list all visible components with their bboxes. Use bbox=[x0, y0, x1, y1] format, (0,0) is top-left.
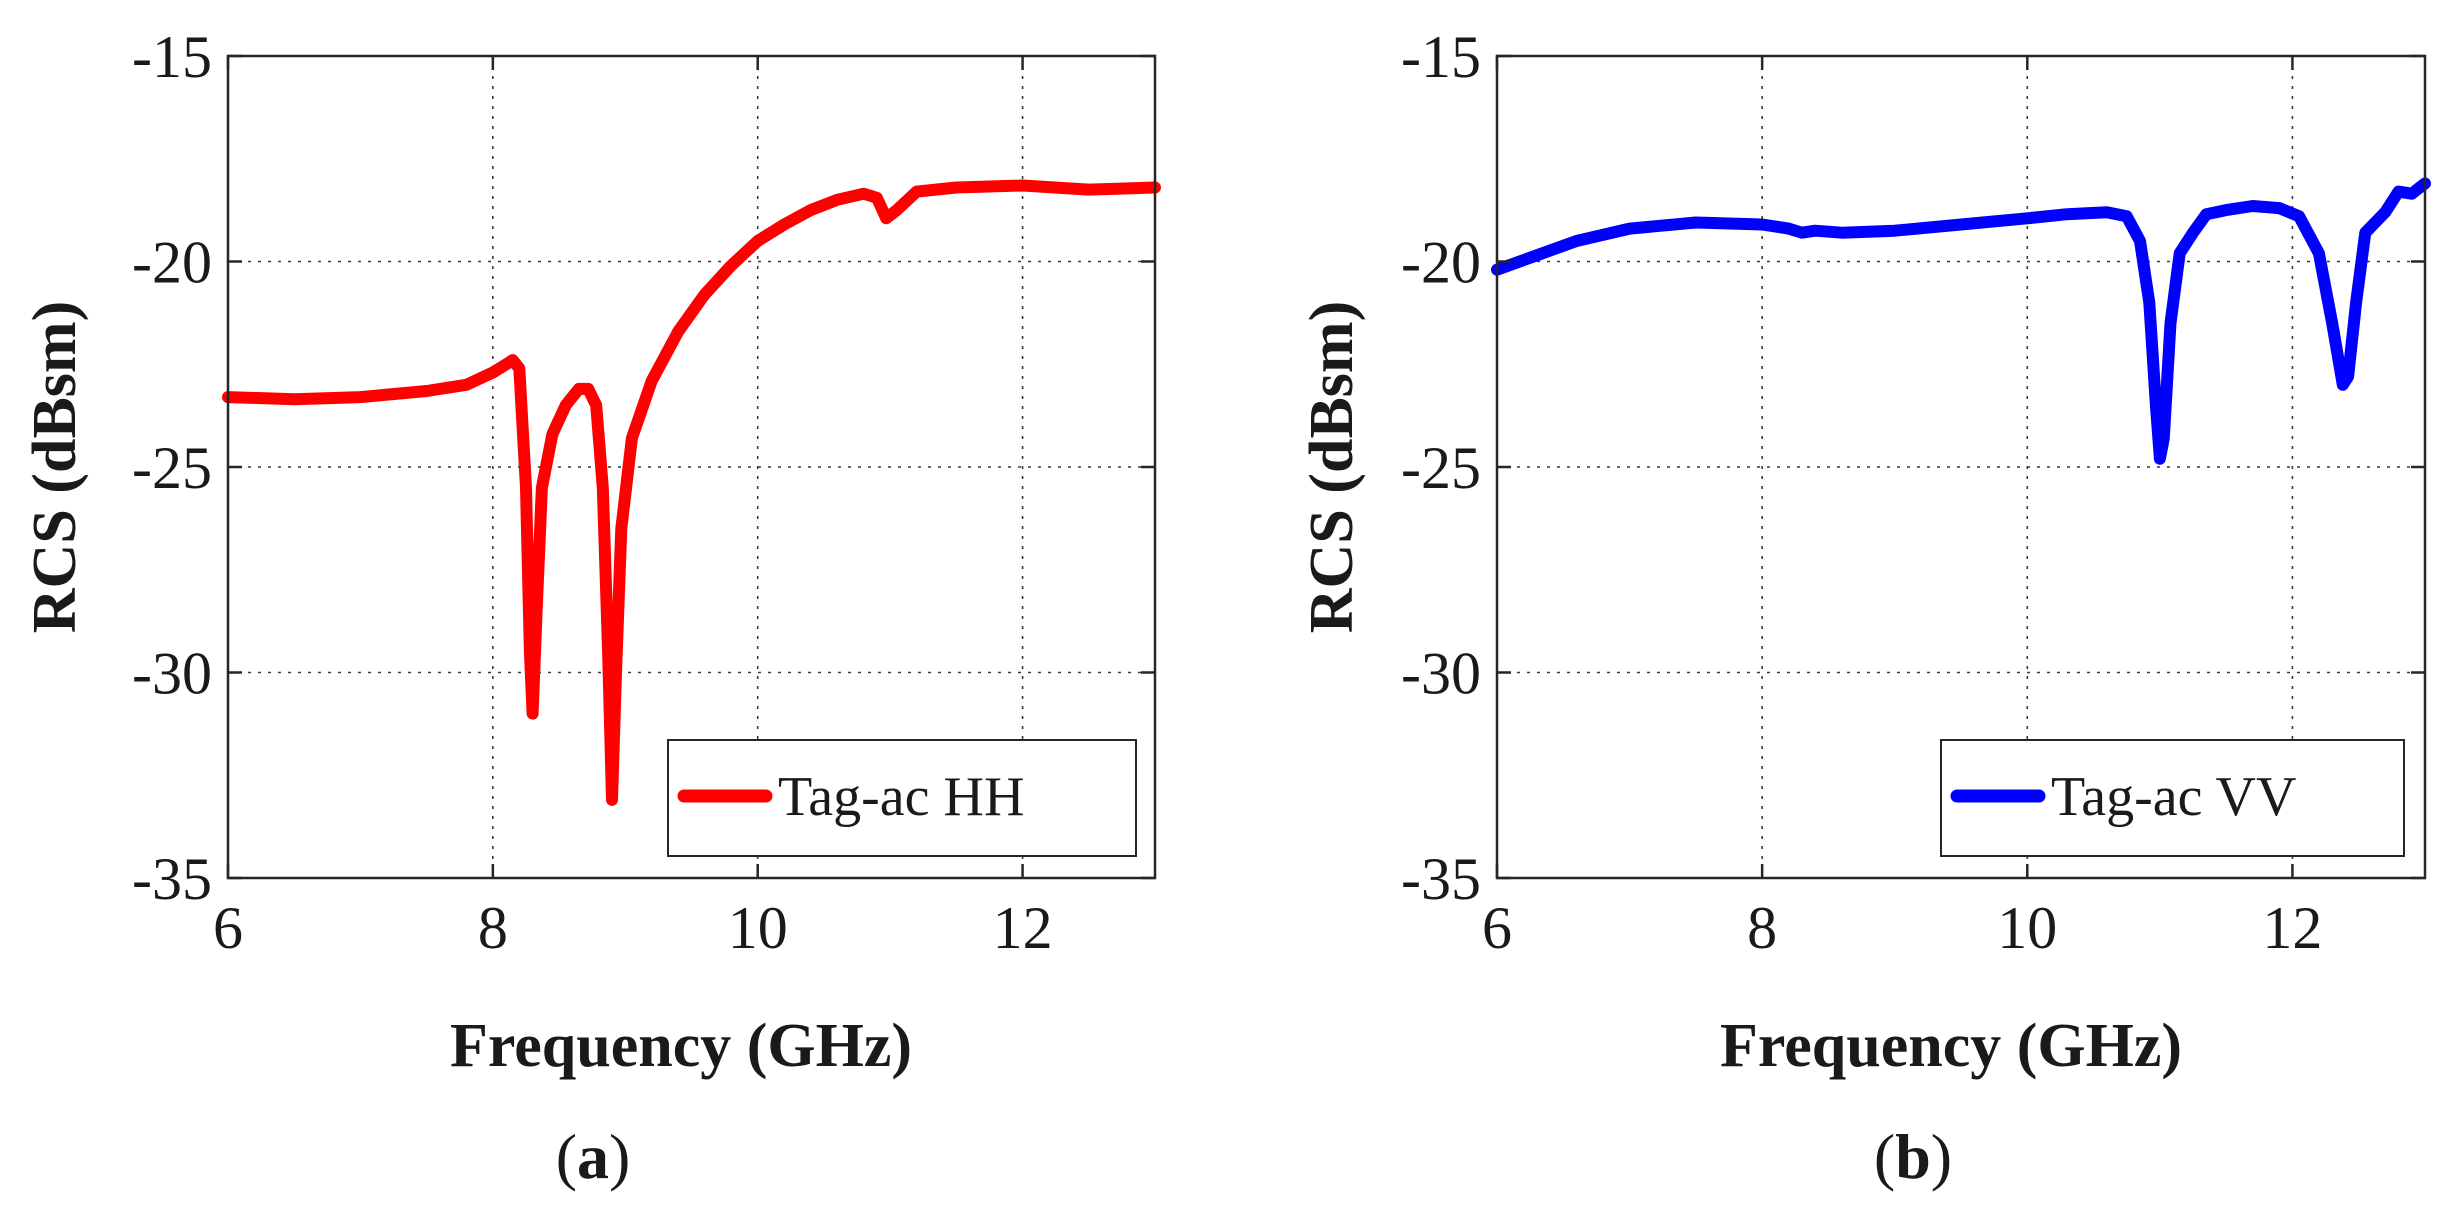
y-axis-label: RCS (dBsm) bbox=[1298, 301, 1366, 633]
x-tick-label: 6 bbox=[1482, 895, 1512, 961]
series-layer bbox=[222, 179, 1161, 806]
x-axis-label: Frequency (GHz) bbox=[450, 1012, 912, 1080]
y-tick-label: -15 bbox=[1401, 24, 1481, 90]
x-tick-label: 10 bbox=[1997, 895, 2057, 961]
x-tick-label: 12 bbox=[2262, 895, 2322, 961]
grid-lines bbox=[228, 56, 1155, 878]
y-tick-labels: -15 -20 -25 -30 -35 bbox=[132, 24, 212, 912]
tick-marks bbox=[226, 54, 1155, 880]
y-tick-label: -15 bbox=[132, 24, 212, 90]
series-layer bbox=[1491, 177, 2431, 465]
y-tick-label: -20 bbox=[132, 230, 212, 296]
y-tick-label: -30 bbox=[132, 641, 212, 707]
y-axis-label: RCS (dBsm) bbox=[21, 301, 89, 633]
y-tick-label: -25 bbox=[1401, 435, 1481, 501]
y-tick-label: -35 bbox=[1401, 846, 1481, 912]
x-tick-label: 8 bbox=[478, 895, 508, 961]
tick-marks bbox=[1495, 54, 2425, 880]
grid-lines bbox=[1497, 56, 2425, 878]
y-tick-label: -35 bbox=[132, 846, 212, 912]
x-tick-labels: 6 8 10 12 bbox=[1482, 895, 2322, 961]
y-tick-labels: -15 -20 -25 -30 -35 bbox=[1401, 24, 1481, 912]
y-tick-label: -25 bbox=[132, 435, 212, 501]
panel-caption: (b) bbox=[1874, 1121, 1952, 1192]
x-axis-label: Frequency (GHz) bbox=[1720, 1012, 2182, 1080]
legend-label: Tag-ac HH bbox=[778, 766, 1024, 828]
panel-caption: (a) bbox=[556, 1121, 631, 1192]
x-tick-label: 12 bbox=[993, 895, 1053, 961]
legend-label: Tag-ac VV bbox=[2051, 766, 2296, 828]
series-line bbox=[222, 179, 1161, 806]
x-tick-label: 10 bbox=[728, 895, 788, 961]
x-tick-label: 6 bbox=[213, 895, 243, 961]
legend: Tag-ac VV bbox=[1940, 739, 2405, 857]
panel-a-chart: -15 -20 -25 -30 -35 6 8 10 12 RCS (dBsm) Freque… bbox=[21, 24, 1161, 1192]
series-line bbox=[1491, 177, 2431, 465]
y-tick-label: -30 bbox=[1401, 641, 1481, 707]
legend: Tag-ac HH bbox=[667, 739, 1137, 857]
y-tick-label: -20 bbox=[1401, 230, 1481, 296]
x-tick-label: 8 bbox=[1747, 895, 1777, 961]
panel-b-chart: -15 -20 -25 -30 -35 6 8 10 12 RCS (dBsm) Freque… bbox=[1298, 24, 2431, 1192]
x-tick-labels: 6 8 10 12 bbox=[213, 895, 1053, 961]
